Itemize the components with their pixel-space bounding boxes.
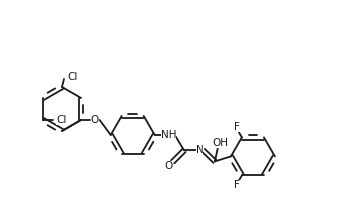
Text: O: O (91, 115, 99, 125)
Text: O: O (165, 161, 173, 171)
Text: F: F (234, 180, 240, 190)
Text: N: N (196, 145, 203, 155)
Text: Cl: Cl (67, 72, 77, 82)
Text: NH: NH (161, 130, 176, 140)
Text: OH: OH (212, 138, 228, 148)
Text: F: F (234, 122, 240, 132)
Text: Cl: Cl (56, 115, 66, 125)
